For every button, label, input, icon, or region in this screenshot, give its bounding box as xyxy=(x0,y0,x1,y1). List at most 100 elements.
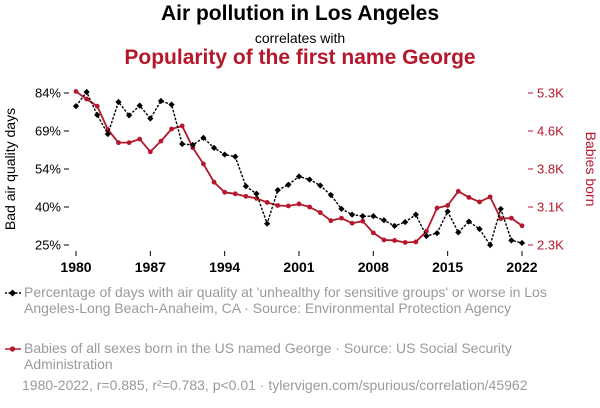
data-point-air-pollution xyxy=(264,220,271,227)
data-point-air-pollution xyxy=(518,239,526,247)
chart-connector: correlates with xyxy=(254,30,346,46)
data-point-george xyxy=(222,189,228,195)
data-point-air-pollution xyxy=(157,97,165,105)
data-point-air-pollution xyxy=(317,182,324,189)
data-point-george xyxy=(402,240,408,245)
series-line-air-pollution xyxy=(75,91,523,246)
right-tick-label: 2.3K xyxy=(537,238,564,253)
series-line-george xyxy=(75,90,523,244)
data-point-air-pollution xyxy=(125,112,133,119)
data-point-george xyxy=(519,223,525,229)
left-tick-label: 40% xyxy=(35,200,61,215)
data-point-george xyxy=(487,194,493,200)
x-tick-label: 1980 xyxy=(60,259,91,275)
data-point-air-pollution xyxy=(200,134,207,141)
x-tick-label: 1994 xyxy=(209,259,240,275)
data-point-george xyxy=(413,239,419,245)
data-point-george xyxy=(243,193,249,199)
data-point-air-pollution xyxy=(433,230,441,237)
data-point-george xyxy=(264,200,270,205)
data-point-air-pollution xyxy=(83,88,90,96)
data-point-air-pollution xyxy=(412,211,419,218)
data-point-air-pollution xyxy=(115,98,122,106)
data-point-air-pollution xyxy=(391,222,398,230)
data-point-air-pollution xyxy=(306,176,313,183)
data-point-george xyxy=(84,96,90,102)
data-point-george xyxy=(466,194,472,200)
data-point-air-pollution xyxy=(380,217,388,224)
data-point-air-pollution xyxy=(497,205,504,213)
data-point-george xyxy=(147,149,153,155)
data-point-george xyxy=(307,204,313,210)
data-point-george xyxy=(434,205,440,211)
data-point-air-pollution xyxy=(455,229,462,236)
data-point-george xyxy=(179,123,185,129)
legend-label-george: Babies of all sexes born in the US named… xyxy=(24,340,512,372)
data-point-air-pollution xyxy=(274,187,281,194)
data-point-george xyxy=(328,218,334,224)
data-point-george xyxy=(339,215,344,221)
right-tick-label: 3.1K xyxy=(537,200,564,215)
data-point-air-pollution xyxy=(348,211,356,218)
data-point-george xyxy=(296,201,302,207)
data-point-air-pollution xyxy=(189,141,196,149)
right-axis-title: Babies born xyxy=(583,132,599,207)
data-point-george xyxy=(201,161,206,167)
left-tick-label: 84% xyxy=(35,86,61,101)
data-point-george xyxy=(158,138,164,144)
chart-title: Air pollution in Los Angeles xyxy=(160,2,440,25)
x-tick-label: 2001 xyxy=(283,259,314,275)
data-point-air-pollution xyxy=(285,181,292,188)
data-point-george xyxy=(445,203,451,208)
x-tick-label: 2022 xyxy=(506,259,537,275)
data-point-george xyxy=(211,179,217,185)
x-tick-label: 2008 xyxy=(358,259,389,275)
legend-swatch-air-pollution xyxy=(5,289,21,297)
data-point-george xyxy=(317,210,323,215)
chart-footer: 1980-2022, r=0.885, r²=0.783, p<0.01 · t… xyxy=(22,377,528,393)
legend-label-air-pollution: Percentage of days with air quality at '… xyxy=(24,284,547,316)
data-point-george xyxy=(275,203,281,208)
data-point-george xyxy=(477,199,482,205)
left-tick-label: 25% xyxy=(35,238,61,253)
data-point-air-pollution xyxy=(253,190,260,197)
data-point-george xyxy=(392,238,397,243)
data-point-george xyxy=(285,203,291,209)
left-tick-label: 54% xyxy=(35,162,61,177)
data-point-george xyxy=(381,237,387,243)
right-tick-label: 5.3K xyxy=(537,86,564,101)
left-tick-label: 69% xyxy=(35,124,61,139)
data-point-george xyxy=(349,220,355,226)
data-point-george xyxy=(232,191,238,197)
left-axis-title: Bad air quality days xyxy=(2,108,18,230)
data-point-air-pollution xyxy=(295,173,303,180)
data-point-air-pollution xyxy=(232,153,239,160)
x-tick-label: 1987 xyxy=(135,259,166,275)
x-tick-label: 2015 xyxy=(432,259,463,275)
data-point-george xyxy=(126,140,132,146)
data-point-air-pollution xyxy=(508,237,515,244)
data-point-george xyxy=(455,188,461,194)
chart-canvas: 84% 69% 54% 40% 25% 5.3K 4.6K 3.8K 3.1K 2.3K 1980 1… xyxy=(2,86,599,276)
data-point-george xyxy=(94,103,100,109)
data-point-air-pollution xyxy=(370,213,377,220)
data-point-air-pollution xyxy=(136,102,143,109)
data-point-george xyxy=(116,140,121,146)
data-point-air-pollution xyxy=(221,151,228,158)
data-point-air-pollution xyxy=(444,208,451,215)
data-point-air-pollution xyxy=(179,140,186,148)
data-point-george xyxy=(73,89,79,94)
data-point-george xyxy=(498,216,504,222)
data-point-george xyxy=(370,230,376,236)
data-point-air-pollution xyxy=(465,218,473,225)
data-point-george xyxy=(360,218,366,224)
data-point-george xyxy=(508,215,514,221)
right-tick-label: 4.6K xyxy=(537,124,564,139)
right-tick-label: 3.8K xyxy=(537,162,564,177)
data-point-air-pollution xyxy=(94,111,101,119)
data-point-air-pollution xyxy=(210,144,218,151)
legend-swatch-george xyxy=(5,346,21,352)
data-point-air-pollution xyxy=(104,130,111,138)
data-point-air-pollution xyxy=(242,183,250,190)
data-point-george xyxy=(137,136,143,142)
